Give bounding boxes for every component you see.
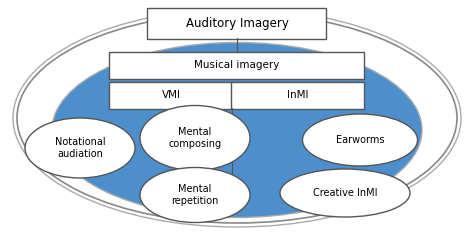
Ellipse shape <box>140 105 250 170</box>
FancyBboxPatch shape <box>109 51 365 78</box>
Ellipse shape <box>13 9 461 227</box>
Text: InMI: InMI <box>287 90 309 100</box>
Ellipse shape <box>17 13 457 223</box>
Text: Notational
audiation: Notational audiation <box>55 137 105 159</box>
Ellipse shape <box>52 42 422 218</box>
Ellipse shape <box>302 114 418 166</box>
FancyBboxPatch shape <box>147 8 327 38</box>
Text: Creative InMI: Creative InMI <box>313 188 377 198</box>
Text: Mental
repetition: Mental repetition <box>171 184 219 206</box>
Text: Auditory Imagery: Auditory Imagery <box>185 17 289 29</box>
Text: Earworms: Earworms <box>336 135 384 145</box>
Ellipse shape <box>140 168 250 223</box>
FancyBboxPatch shape <box>109 82 233 109</box>
Ellipse shape <box>25 118 135 178</box>
FancyBboxPatch shape <box>231 82 365 109</box>
Text: Mental
composing: Mental composing <box>168 127 221 149</box>
Text: VMI: VMI <box>162 90 181 100</box>
Text: Musical imagery: Musical imagery <box>194 60 280 70</box>
Ellipse shape <box>280 169 410 217</box>
